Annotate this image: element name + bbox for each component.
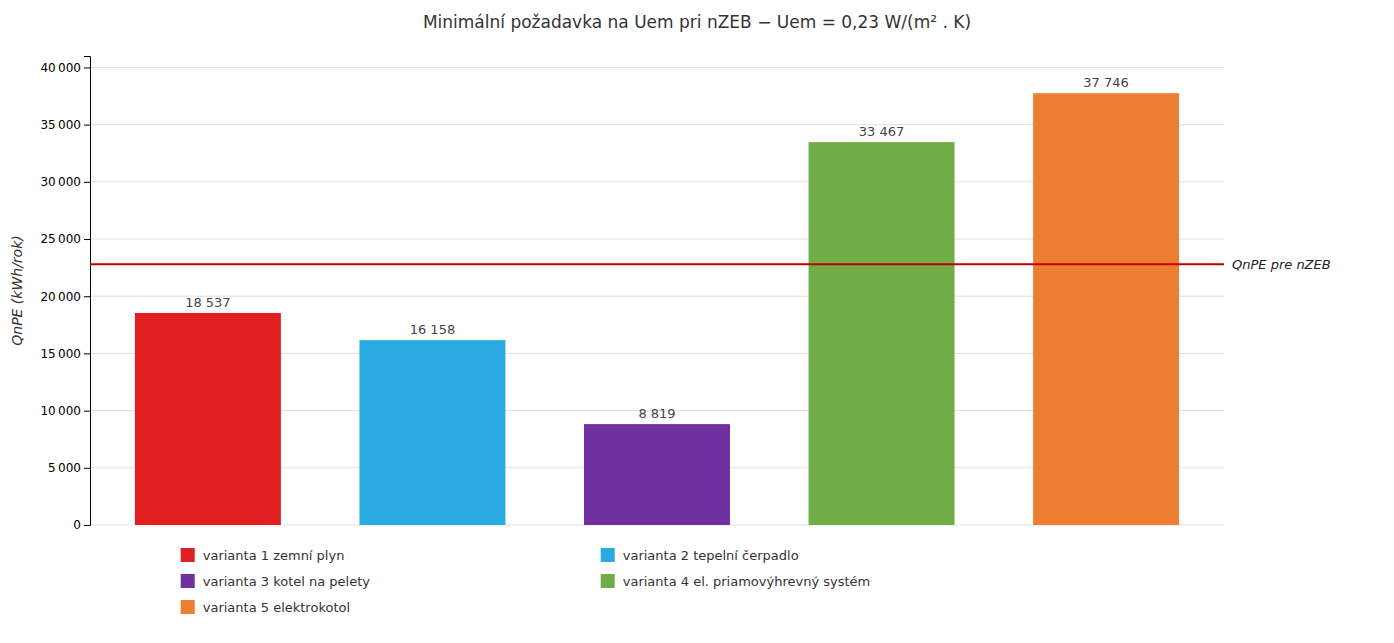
y-tick-label: 5 000: [48, 461, 81, 475]
legend-swatch: [601, 574, 615, 588]
legend: varianta 1 zemní plyn varianta 2 tepelní …: [181, 548, 871, 615]
y-tick-label: 20 000: [40, 290, 81, 304]
legend-label: varianta 2 tepelní čerpadlo: [623, 548, 799, 563]
bar: [809, 142, 955, 525]
y-tick: 35 000: [40, 118, 90, 132]
y-tick-label: 30 000: [40, 175, 81, 189]
y-tick-mark: [84, 353, 90, 354]
legend-item: varianta 1 zemní plyn: [181, 548, 345, 563]
title: Minimální požadavka na Uem pri nZEB − Ue…: [423, 12, 971, 32]
bars: [90, 93, 1224, 525]
reference-line: [90, 263, 1224, 265]
y-tick-mark: [84, 239, 90, 240]
bar: [1033, 93, 1179, 525]
legend-swatch: [181, 574, 195, 588]
y-tick: 15 000: [40, 347, 90, 361]
data-label: 8 819: [638, 406, 675, 421]
y-tick-mark: [84, 468, 90, 469]
y-tick-label: 35 000: [40, 118, 81, 132]
y-label: QnPE (kWh/rok): [9, 235, 25, 346]
y-tick-mark: [84, 67, 90, 68]
bar: [584, 424, 730, 525]
legend-item: varianta 2 tepelní čerpadlo: [601, 548, 799, 563]
labels: QnPE pre nZEB 18 537 16 158 8 819 33 467 37 7…: [185, 75, 1331, 421]
y-tick-mark: [84, 525, 90, 526]
legend-item: varianta 3 kotel na pelety: [181, 574, 371, 589]
legend-swatch: [181, 600, 195, 614]
y-tick-label: 10 000: [40, 404, 81, 418]
y-tick: 40 000: [40, 61, 90, 75]
reference-label: QnPE pre nZEB: [1232, 257, 1331, 272]
y-tick-label: 15 000: [40, 347, 81, 361]
chart: Minimální požadavka na Uem pri nZEB − Ue…: [0, 0, 1394, 643]
data-label: 18 537: [185, 295, 231, 310]
plot: 0 5 000 10 000 15 000 20 000 25 000 30 000 35 0…: [40, 57, 1330, 533]
y-axis: 0 5 000 10 000 15 000 20 000 25 000 30 000 35 0…: [40, 57, 90, 533]
y-tick-mark: [84, 411, 90, 412]
legend-swatch: [181, 548, 195, 562]
legend-label: varianta 5 elektrokotol: [203, 600, 350, 615]
data-label: 37 746: [1083, 75, 1129, 90]
grid-line: [90, 67, 1224, 68]
data-label: 33 467: [859, 124, 905, 139]
y-tick-mark: [84, 182, 90, 183]
legend-label: varianta 3 kotel na pelety: [203, 574, 371, 589]
grid: [90, 67, 1224, 525]
data-label: 16 158: [410, 322, 456, 337]
legend-label: varianta 4 el. priamovýhrevný systém: [623, 574, 871, 589]
y-tick: 5 000: [48, 461, 90, 475]
y-tick-mark: [84, 125, 90, 126]
y-axis-line: [84, 57, 91, 526]
y-tick: 20 000: [40, 290, 90, 304]
legend-swatch: [601, 548, 615, 562]
bar: [359, 340, 505, 525]
legend-item: varianta 4 el. priamovýhrevný systém: [601, 574, 871, 589]
legend-item: varianta 5 elektrokotol: [181, 600, 350, 615]
y-tick: 30 000: [40, 175, 90, 189]
y-tick-label: 25 000: [40, 232, 81, 246]
y-tick-label: 40 000: [40, 61, 81, 75]
y-tick-mark: [84, 296, 90, 297]
y-tick: 10 000: [40, 404, 90, 418]
y-tick: 0: [73, 518, 90, 532]
y-tick: 25 000: [40, 232, 90, 246]
bar: [135, 313, 281, 525]
y-tick-label: 0: [73, 518, 81, 532]
legend-label: varianta 1 zemní plyn: [203, 548, 345, 563]
